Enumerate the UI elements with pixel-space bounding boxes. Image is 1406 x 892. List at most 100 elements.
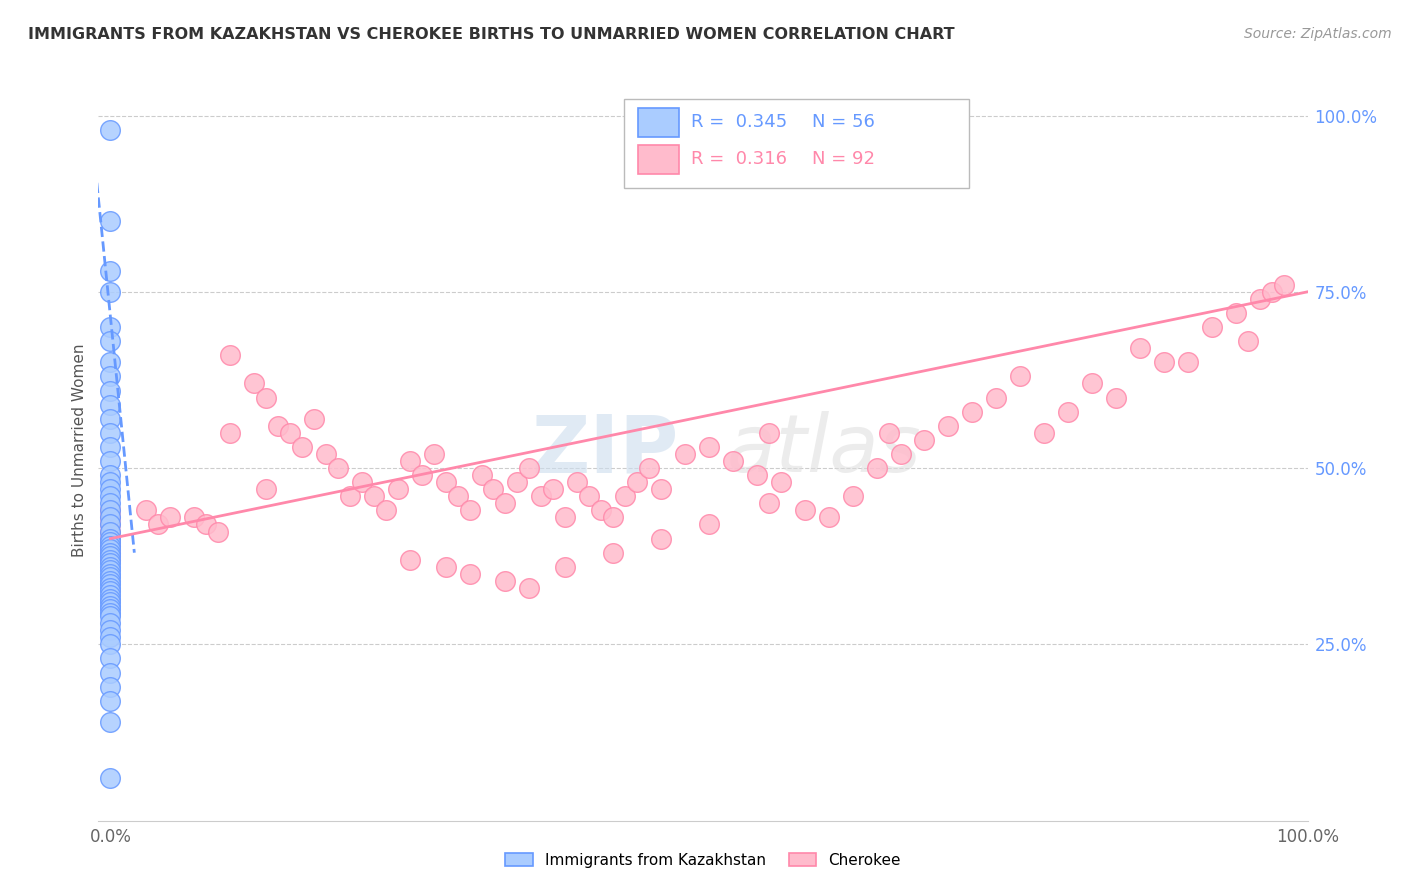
Point: [817, 510, 839, 524]
Point: [100, 496, 122, 510]
Point: [100, 609, 122, 624]
Point: [100, 122, 122, 136]
Point: [1081, 376, 1104, 391]
Point: [100, 369, 122, 384]
Point: [183, 510, 205, 524]
Point: [291, 440, 314, 454]
Point: [100, 320, 122, 334]
Point: [697, 440, 720, 454]
Point: [470, 468, 492, 483]
Point: [100, 566, 122, 581]
Point: [100, 651, 122, 665]
Point: [100, 630, 122, 644]
Point: [986, 391, 1008, 405]
Point: [159, 510, 181, 524]
Point: [1177, 355, 1199, 369]
Point: [100, 595, 122, 609]
Point: [458, 503, 481, 517]
Point: [374, 503, 396, 517]
Point: [100, 510, 122, 524]
Point: [650, 482, 672, 496]
Point: [519, 581, 541, 595]
Text: R =  0.316: R = 0.316: [690, 151, 787, 169]
Point: [219, 425, 242, 440]
Point: [100, 546, 122, 560]
Point: [219, 348, 242, 362]
Point: [207, 524, 229, 539]
Point: [434, 559, 457, 574]
Point: [889, 447, 911, 461]
Point: [398, 553, 420, 567]
Point: [446, 489, 468, 503]
Point: [506, 475, 529, 490]
Point: [100, 214, 122, 228]
Point: [1010, 369, 1032, 384]
Point: [100, 546, 122, 560]
Point: [602, 510, 624, 524]
Text: R =  0.345: R = 0.345: [690, 113, 787, 131]
Point: [745, 468, 768, 483]
Point: [100, 556, 122, 570]
Point: [614, 489, 637, 503]
Point: [567, 475, 589, 490]
Point: [100, 524, 122, 539]
Point: [638, 461, 661, 475]
Point: [100, 517, 122, 532]
FancyBboxPatch shape: [638, 109, 679, 136]
Point: [100, 624, 122, 638]
Point: [100, 532, 122, 546]
Point: [100, 588, 122, 602]
Point: [1105, 391, 1128, 405]
Point: [422, 447, 444, 461]
Point: [195, 517, 218, 532]
Point: [243, 376, 266, 391]
Point: [100, 599, 122, 613]
Point: [100, 425, 122, 440]
Point: [554, 510, 576, 524]
Point: [100, 503, 122, 517]
Text: ZIP: ZIP: [531, 411, 679, 490]
Point: [100, 714, 122, 729]
Point: [100, 503, 122, 517]
Point: [100, 535, 122, 549]
Point: [100, 563, 122, 577]
Point: [100, 539, 122, 553]
Point: [100, 475, 122, 490]
Point: [962, 405, 984, 419]
Point: [100, 411, 122, 425]
Point: [100, 539, 122, 553]
Point: [254, 482, 277, 496]
Point: [100, 694, 122, 708]
Point: [100, 263, 122, 277]
Point: [100, 489, 122, 503]
Point: [100, 334, 122, 348]
Point: [398, 454, 420, 468]
Point: [769, 475, 792, 490]
Point: [100, 637, 122, 651]
Point: [865, 461, 887, 475]
Text: N = 92: N = 92: [811, 151, 875, 169]
Point: [758, 496, 780, 510]
Point: [434, 475, 457, 490]
Point: [1236, 334, 1258, 348]
Point: [100, 581, 122, 595]
Point: [578, 489, 600, 503]
Point: [326, 461, 349, 475]
Point: [100, 532, 122, 546]
Point: [100, 482, 122, 496]
Point: [100, 384, 122, 398]
Point: [591, 503, 613, 517]
Point: [350, 475, 373, 490]
Point: [626, 475, 648, 490]
Point: [100, 591, 122, 606]
Point: [758, 425, 780, 440]
Point: [1249, 292, 1271, 306]
Point: [100, 559, 122, 574]
Point: [530, 489, 553, 503]
Point: [278, 425, 301, 440]
Point: [100, 468, 122, 483]
Point: [673, 447, 696, 461]
Point: [100, 680, 122, 694]
Point: [100, 577, 122, 591]
Point: [100, 524, 122, 539]
